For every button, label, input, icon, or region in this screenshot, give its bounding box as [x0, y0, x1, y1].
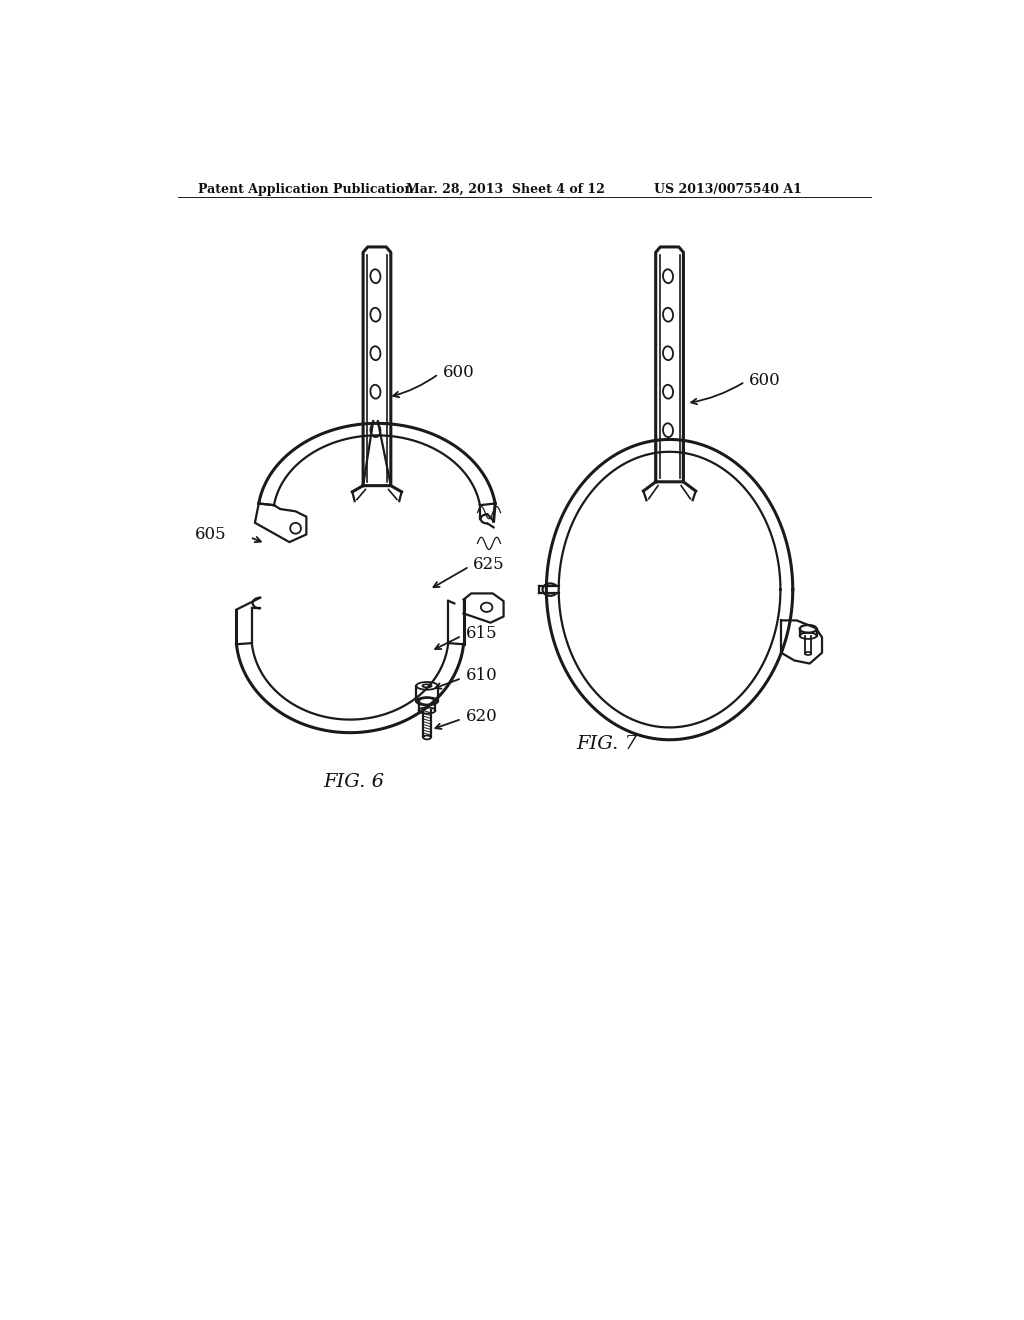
Text: 605: 605 — [196, 525, 227, 543]
Text: 625: 625 — [473, 556, 505, 573]
Text: 615: 615 — [466, 624, 497, 642]
Text: FIG. 6: FIG. 6 — [324, 774, 384, 791]
Text: 600: 600 — [442, 364, 474, 381]
Text: 600: 600 — [749, 372, 780, 388]
Text: Mar. 28, 2013  Sheet 4 of 12: Mar. 28, 2013 Sheet 4 of 12 — [407, 183, 605, 197]
Text: US 2013/0075540 A1: US 2013/0075540 A1 — [654, 183, 802, 197]
Text: 610: 610 — [466, 668, 498, 684]
Text: FIG. 7: FIG. 7 — [575, 735, 637, 752]
Text: Patent Application Publication: Patent Application Publication — [199, 183, 414, 197]
Text: 620: 620 — [466, 708, 498, 725]
